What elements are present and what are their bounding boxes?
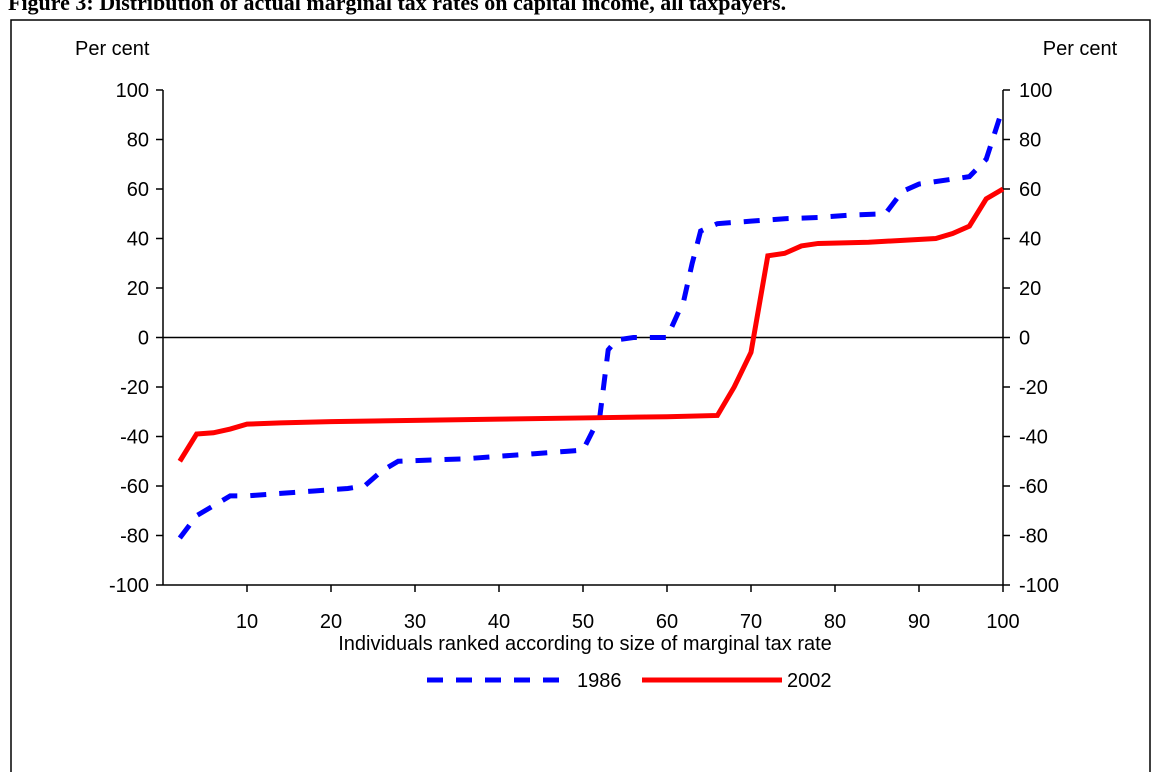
x-tick-label: 40 — [488, 611, 510, 633]
x-tick-label: 30 — [404, 611, 426, 633]
y-tick-label: 100 — [116, 80, 149, 102]
y-tick-label: 40 — [127, 229, 149, 251]
y-tick-label: 20 — [127, 278, 149, 300]
y2-axis-label: Per cent — [1043, 38, 1118, 60]
x-tick-label: 90 — [908, 611, 930, 633]
y-axis-label: Per cent — [75, 38, 150, 60]
x-tick-label: 100 — [986, 611, 1019, 633]
y-tick-label: 60 — [127, 179, 149, 201]
y-tick-label: -100 — [109, 575, 149, 597]
y-tick-label: -80 — [120, 526, 149, 548]
x-tick-label: 60 — [656, 611, 678, 633]
x-tick-label: 10 — [236, 611, 258, 633]
y2-tick-label: 100 — [1019, 80, 1052, 102]
chart-title: Figure 3: Distribution of actual margina… — [8, 0, 786, 15]
y2-tick-label: -60 — [1019, 476, 1048, 498]
y2-tick-label: 20 — [1019, 278, 1041, 300]
y2-tick-label: -40 — [1019, 427, 1048, 449]
x-tick-label: 50 — [572, 611, 594, 633]
y2-tick-label: 80 — [1019, 130, 1041, 152]
series-line — [177, 186, 1005, 463]
x-tick-label: 80 — [824, 611, 846, 633]
y-tick-label: -60 — [120, 476, 149, 498]
series-line — [177, 106, 1006, 540]
y2-tick-label: -100 — [1019, 575, 1059, 597]
y2-tick-label: -20 — [1019, 377, 1048, 399]
y-tick-label: 80 — [127, 130, 149, 152]
x-axis-label: Individuals ranked according to size of … — [338, 633, 832, 655]
y2-tick-label: 60 — [1019, 179, 1041, 201]
y2-tick-label: 40 — [1019, 229, 1041, 251]
y-tick-label: -40 — [120, 427, 149, 449]
x-tick-label: 20 — [320, 611, 342, 633]
y2-tick-label: 0 — [1019, 328, 1030, 350]
legend-label: 1986 — [577, 670, 622, 692]
legend-label: 2002 — [787, 670, 832, 692]
y2-tick-label: -80 — [1019, 526, 1048, 548]
y-tick-label: -20 — [120, 377, 149, 399]
x-tick-label: 70 — [740, 611, 762, 633]
y-tick-label: 0 — [138, 328, 149, 350]
frame — [10, 19, 1151, 772]
